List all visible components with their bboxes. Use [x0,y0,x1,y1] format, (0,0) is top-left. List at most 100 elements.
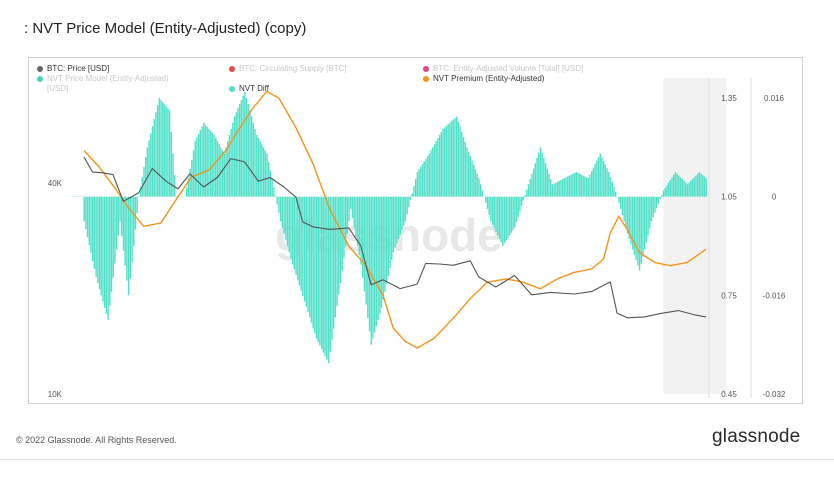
nvt-diff-bar [102,196,104,302]
legend-nvt-model[interactable]: NVT Price Model (Entity-Adjusted) [37,74,169,83]
legend-price-dot [37,65,43,72]
nvt-diff-bar [194,141,196,197]
nvt-diff-bar [368,196,371,332]
nvt-diff-bar [669,179,672,197]
nvt-diff-bar [197,133,200,197]
nvt-diff-bar [320,196,323,350]
nvt-diff-bar [156,105,159,197]
nvt-diff-bar [522,196,525,201]
nvt-diff-bar [508,196,511,236]
nvt-diff-bar [273,187,275,197]
nvt-diff-bar [90,196,92,254]
nvt-diff-bar [279,196,282,222]
nvt-diff-bar [413,186,415,197]
nvt-diff-bar [456,116,458,197]
nvt-diff-bar [370,196,372,345]
nvt-diff-bar [652,196,654,217]
nvt-diff-bar [674,172,677,197]
nvt-diff-bar [276,196,278,205]
nvt-diff-bar [264,150,267,197]
nvt-diff-bar [462,137,465,197]
nvt-diff-bar [474,169,477,197]
legend-premium[interactable]: NVT Premium (Entity-Adjusted) [423,74,544,83]
nvt-diff-bar [673,174,675,197]
nvt-diff-bar [517,196,519,217]
nvt-diff-bar [127,196,130,296]
nvt-diff-bar [98,196,101,290]
nvt-diff-bar [317,196,319,343]
nvt-diff-bar [614,191,617,197]
nvt-diff-bar [505,196,507,241]
nvt-diff-bar [597,157,600,197]
nvt-diff-bar [625,196,627,228]
nvt-diff-bar [645,196,648,243]
nvt-diff-bar [611,181,613,197]
nvt-diff-bar [671,177,673,197]
page-title: : NVT Price Model (Entity-Adjusted) (cop… [24,20,307,37]
legend-diff[interactable]: NVT Diff [229,84,269,93]
nvt-diff-bar [529,179,531,197]
nvt-diff-bar [563,178,566,197]
nvt-diff-bar [643,196,646,250]
nvt-diff-bar [191,159,193,197]
nvt-diff-bar [372,196,374,339]
nvt-diff-bar [168,110,171,197]
legend-volume-label: BTC: Entity-Adjusted Volume [Total] [USD… [433,64,584,73]
nvt-diff-bar [490,196,492,222]
nvt-diff-bar [476,173,478,197]
nvt-diff-bar [659,196,661,200]
nvt-diff-bar [103,196,106,308]
nvt-diff-bar [409,196,412,201]
nvt-diff-bar [153,119,155,197]
nvt-diff-bar [250,116,253,197]
nvt-diff-bar [534,163,537,197]
nvt-diff-bar [440,131,443,197]
nvt-diff-bar [493,196,495,229]
nvt-diff-bar [688,182,690,197]
legend-nvt-model-sub-label: [USD] [47,84,69,93]
footer-copyright: © 2022 Glassnode. All Rights Reserved. [16,435,177,445]
legend-price[interactable]: BTC: Price [USD] [37,64,109,73]
legend-volume[interactable]: BTC: Entity-Adjusted Volume [Total] [USD… [423,64,583,73]
chart-svg: glassnode40K10K1.351.050.750.450.0160-0.… [48,78,786,399]
nvt-diff-bar [676,173,678,197]
y-left-tick-label: 40K [48,179,63,188]
nvt-diff-bar [350,196,352,209]
y-mid-tick-label: 0.45 [721,390,737,399]
nvt-diff-bar [336,196,338,306]
nvt-diff-bar [584,176,586,197]
nvt-diff-bar [232,122,234,197]
nvt-diff-bar [146,147,149,197]
nvt-diff-bar [274,195,277,197]
nvt-diff-bar [122,196,125,251]
nvt-diff-bar [512,196,514,231]
nvt-diff-bar [497,196,499,236]
nvt-diff-bar [503,196,506,244]
legend-supply[interactable]: BTC: Circulating Supply [BTC] [229,64,347,73]
nvt-diff-bar [464,142,466,197]
nvt-diff-bar [144,157,147,197]
nvt-diff-bar [327,196,330,364]
nvt-diff-bar [469,156,472,197]
nvt-diff-bar [206,126,208,197]
nvt-diff-bar [134,196,137,230]
nvt-diff-bar [377,196,379,320]
nvt-diff-bar [162,102,164,197]
nvt-diff-bar [628,196,630,239]
nvt-diff-bar [391,196,393,261]
nvt-diff-bar [420,166,422,197]
nvt-diff-bar [319,196,321,346]
nvt-diff-bar [426,156,429,197]
nvt-diff-bar [281,196,284,228]
nvt-diff-bar [326,196,328,360]
nvt-diff-bar [322,196,325,353]
nvt-diff-bar [167,108,169,197]
nvt-diff-bar [558,180,560,197]
nvt-diff-bar [310,196,313,323]
nvt-diff-bar [112,196,114,278]
nvt-diff-bar [444,127,446,197]
nvt-diff-bar [334,196,337,318]
nvt-diff-bar [666,185,668,197]
y-right-tick-label: -0.032 [763,390,786,399]
nvt-diff-bar [119,196,121,222]
